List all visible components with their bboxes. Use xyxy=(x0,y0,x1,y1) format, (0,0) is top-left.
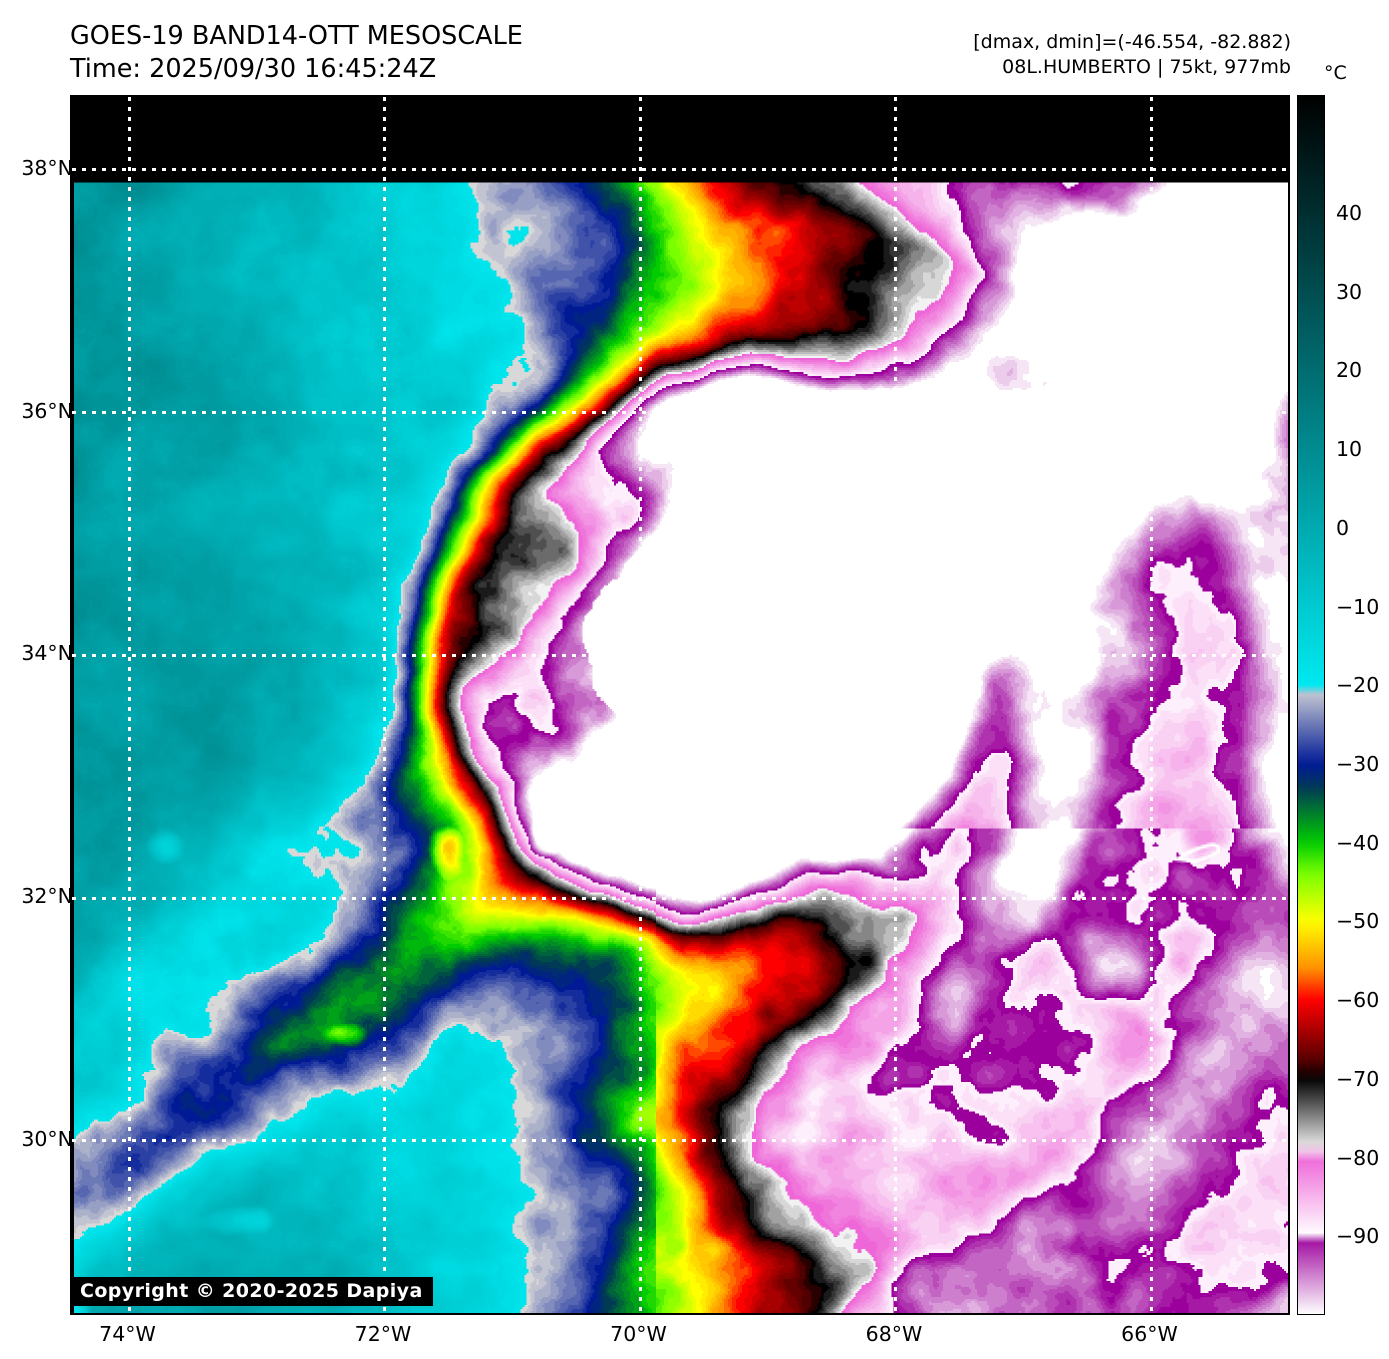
colorbar-tick: −60 xyxy=(1336,988,1380,1013)
colorbar-unit-label: °C xyxy=(1324,62,1347,84)
longitude-tick: 70°W xyxy=(610,1322,667,1346)
storm-info-label: 08L.HUMBERTO | 75kt, 977mb xyxy=(1002,56,1291,79)
satellite-imagery xyxy=(72,97,1288,1313)
page-title: GOES-19 BAND14-OTT MESOSCALE xyxy=(70,21,523,51)
longitude-tick: 74°W xyxy=(99,1322,156,1346)
temperature-colorbar[interactable] xyxy=(1297,95,1325,1315)
latitude-tick: 30°N xyxy=(21,1126,73,1151)
colorbar-gradient xyxy=(1298,96,1324,1314)
metadata-block: [dmax, dmin]=(-46.554, -82.882) 08L.HUMB… xyxy=(973,30,1291,80)
timestamp-label: Time: 2025/09/30 16:45:24Z xyxy=(70,54,437,85)
colorbar-tick: 0 xyxy=(1336,515,1350,540)
colorbar-tick: −40 xyxy=(1336,830,1380,855)
satellite-map-panel[interactable] xyxy=(70,95,1290,1315)
colorbar-tick: −50 xyxy=(1336,909,1380,934)
colorbar-tick: 30 xyxy=(1336,279,1363,304)
latitude-tick: 36°N xyxy=(21,398,73,423)
longitude-tick: 72°W xyxy=(354,1322,412,1346)
colorbar-tick: 10 xyxy=(1336,437,1363,462)
data-minmax-label: [dmax, dmin]=(-46.554, -82.882) xyxy=(973,31,1291,53)
colorbar-tick: 40 xyxy=(1336,201,1363,226)
title-block: GOES-19 BAND14-OTT MESOSCALE Time: 2025/… xyxy=(70,20,523,86)
colorbar-tick: −20 xyxy=(1336,673,1380,698)
colorbar-tick: 20 xyxy=(1336,358,1363,383)
colorbar-tick: −70 xyxy=(1336,1066,1380,1091)
longitude-tick: 68°W xyxy=(865,1322,923,1346)
colorbar-tick: −10 xyxy=(1336,594,1380,619)
latitude-tick: 38°N xyxy=(21,155,73,180)
colorbar-tick: −30 xyxy=(1336,752,1380,777)
latitude-tick: 32°N xyxy=(21,884,73,909)
colorbar-tick: −80 xyxy=(1336,1145,1380,1170)
latitude-tick: 34°N xyxy=(21,641,73,666)
longitude-tick: 66°W xyxy=(1121,1322,1178,1346)
copyright-notice: Copyright © 2020-2025 Dapiya xyxy=(72,1277,433,1306)
colorbar-tick: −90 xyxy=(1336,1224,1380,1249)
